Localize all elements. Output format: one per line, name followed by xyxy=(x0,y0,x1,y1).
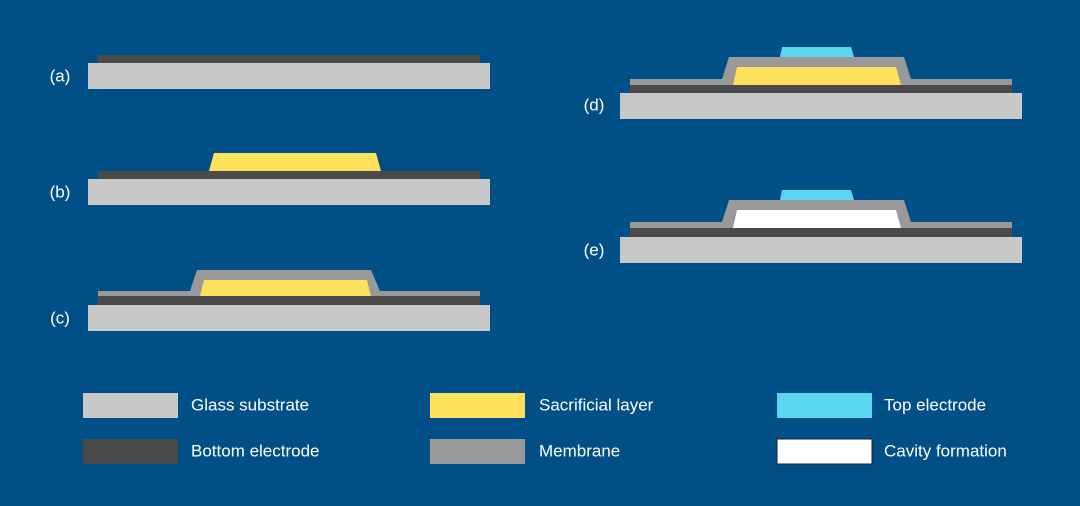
glass-substrate xyxy=(620,237,1022,263)
step-a: (a) xyxy=(50,55,490,89)
step-c: (c) xyxy=(50,270,490,331)
sacrificial-layer xyxy=(733,67,901,85)
glass-substrate xyxy=(620,93,1022,119)
glass-substrate xyxy=(88,63,490,89)
step-label: (c) xyxy=(50,308,70,327)
legend-swatch xyxy=(776,438,873,465)
step-b: (b) xyxy=(50,153,490,205)
top-electrode xyxy=(780,190,854,200)
bottom-electrode xyxy=(630,85,1012,93)
bottom-electrode xyxy=(630,228,1012,237)
bottom-electrode xyxy=(98,55,480,63)
step-e: (e) xyxy=(584,190,1022,263)
legend-label: Bottom electrode xyxy=(191,441,320,460)
legend-label: Glass substrate xyxy=(191,395,309,414)
sacrificial-layer xyxy=(200,280,371,296)
sacrificial-layer xyxy=(209,153,381,171)
legend-swatch xyxy=(777,393,872,418)
step-d: (d) xyxy=(584,47,1022,119)
cavity xyxy=(733,210,901,228)
step-label: (a) xyxy=(50,66,71,85)
legend-label: Cavity formation xyxy=(884,441,1007,460)
legend-swatch xyxy=(83,439,178,464)
legend-swatch xyxy=(430,393,525,418)
legend-label: Membrane xyxy=(539,441,620,460)
legend: Glass substrate Sacrificial layer Top el… xyxy=(83,393,1007,465)
legend-label: Top electrode xyxy=(884,395,986,414)
glass-substrate xyxy=(88,305,490,331)
step-label: (e) xyxy=(584,240,605,259)
legend-label: Sacrificial layer xyxy=(539,395,654,414)
legend-swatch xyxy=(430,439,525,464)
glass-substrate xyxy=(88,179,490,205)
top-electrode xyxy=(780,47,854,57)
bottom-electrode xyxy=(98,171,480,179)
legend-swatch xyxy=(83,393,178,418)
bottom-electrode xyxy=(98,296,480,305)
step-label: (b) xyxy=(50,182,71,201)
step-label: (d) xyxy=(584,95,605,114)
